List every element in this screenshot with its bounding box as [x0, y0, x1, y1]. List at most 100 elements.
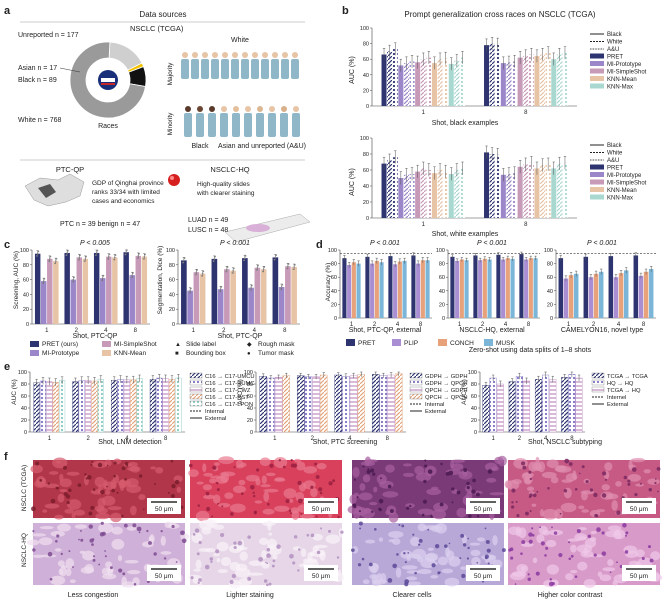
race-label-unreported: Unreported n = 177 — [18, 32, 79, 39]
y-tick-label: 100 — [328, 248, 337, 254]
x-tick-label: 2 — [311, 436, 315, 442]
cell-nucleus — [467, 537, 469, 540]
cell-nucleus — [212, 466, 215, 470]
bar — [370, 263, 375, 318]
data-point — [79, 254, 81, 256]
cell-nucleus — [417, 543, 421, 546]
cell-nucleus — [631, 467, 637, 472]
legend-label: GDPH → GDPH — [425, 374, 468, 380]
tissue-texture — [550, 476, 559, 484]
bar — [403, 63, 409, 106]
cell-nucleus — [352, 504, 357, 509]
chart-e-ptc: 0 20 40 60 80 100 1 2 4 8 — [244, 370, 406, 442]
x-tick-label: 4 — [617, 322, 621, 328]
cell-nucleus — [97, 462, 103, 468]
tissue-texture — [59, 489, 68, 493]
tissue-texture — [160, 535, 166, 546]
tissue-texture — [195, 510, 210, 522]
cell-nucleus — [358, 510, 361, 513]
tissue-texture — [470, 549, 481, 557]
panel-a-letter: a — [4, 5, 11, 17]
data-point — [195, 271, 198, 274]
bar — [473, 255, 478, 318]
tissue-texture — [590, 537, 597, 542]
tissue-texture — [604, 462, 613, 471]
cell-nucleus — [558, 553, 563, 558]
cell-nucleus — [210, 560, 213, 564]
tissue-texture — [259, 537, 269, 546]
cell-nucleus — [527, 577, 531, 582]
cell-nucleus — [68, 550, 71, 553]
cell-nucleus — [516, 513, 520, 518]
tissue-texture — [395, 567, 402, 578]
legend-label: KNN-Mean — [114, 350, 147, 357]
legend-label: White — [607, 151, 623, 157]
cell-nucleus — [84, 473, 87, 476]
cell-nucleus — [551, 526, 553, 529]
cell-nucleus — [190, 576, 194, 580]
tissue-texture — [84, 563, 94, 574]
cell-nucleus — [367, 468, 370, 471]
tissue-texture — [59, 473, 64, 482]
tissue-texture — [38, 537, 53, 546]
tissue-texture — [65, 558, 75, 569]
x-tick-label: 4 — [253, 328, 257, 334]
cell-nucleus — [171, 524, 175, 529]
y-tick-label: 80 — [21, 382, 27, 388]
tissue-texture — [310, 487, 318, 498]
data-point — [125, 251, 127, 254]
cell-nucleus — [314, 462, 318, 466]
cell-nucleus — [194, 528, 200, 533]
data-point — [286, 267, 288, 270]
tissue-texture — [635, 483, 644, 487]
cell-nucleus — [535, 571, 540, 576]
bar — [304, 376, 313, 433]
cell-nucleus — [528, 532, 533, 537]
y-tick-label: 40 — [363, 184, 369, 190]
cell-nucleus — [654, 478, 657, 480]
cell-nucleus — [266, 547, 271, 552]
cell-nucleus — [510, 556, 514, 560]
bar — [500, 63, 506, 106]
tissue-texture — [561, 479, 573, 483]
cell-nucleus — [624, 550, 629, 554]
cell-nucleus — [622, 523, 627, 528]
data-point — [189, 289, 191, 292]
cell-nucleus — [92, 555, 96, 558]
cell-nucleus — [211, 515, 214, 518]
data-point — [65, 254, 68, 256]
tissue-texture — [560, 502, 577, 513]
tissue-texture — [581, 509, 590, 513]
bar — [403, 174, 409, 218]
cell-nucleus — [639, 482, 642, 485]
tissue-texture — [102, 481, 117, 491]
data-point — [42, 282, 44, 285]
tissue-texture — [61, 565, 68, 569]
bar — [388, 256, 393, 318]
cell-nucleus — [536, 490, 539, 493]
tissue-texture — [385, 510, 391, 516]
ptc-note-line-2: ranks 33/34 with limited — [92, 189, 160, 196]
cell-nucleus — [258, 556, 263, 562]
cell-nucleus — [85, 477, 88, 480]
tissue-texture — [545, 539, 557, 548]
chart-b-bottom: 0 20 40 60 80 100 1 8 — [360, 136, 577, 228]
person-icon-body — [291, 59, 299, 79]
tissue-texture — [427, 547, 434, 552]
tissue-texture — [202, 463, 207, 473]
cell-nucleus — [101, 531, 106, 536]
bar — [39, 380, 47, 433]
data-point — [225, 270, 227, 273]
tissue-texture — [303, 466, 317, 474]
y-tick-label: 0 — [172, 322, 175, 328]
cell-nucleus — [528, 495, 532, 499]
cell-nucleus — [113, 461, 117, 465]
tissue-texture — [220, 471, 236, 477]
tissue-texture — [104, 490, 111, 496]
y-tick-label: 60 — [363, 57, 369, 63]
tissue-texture — [448, 556, 461, 567]
tissue-texture — [188, 469, 199, 478]
data-point — [196, 269, 198, 271]
bar — [508, 381, 516, 433]
